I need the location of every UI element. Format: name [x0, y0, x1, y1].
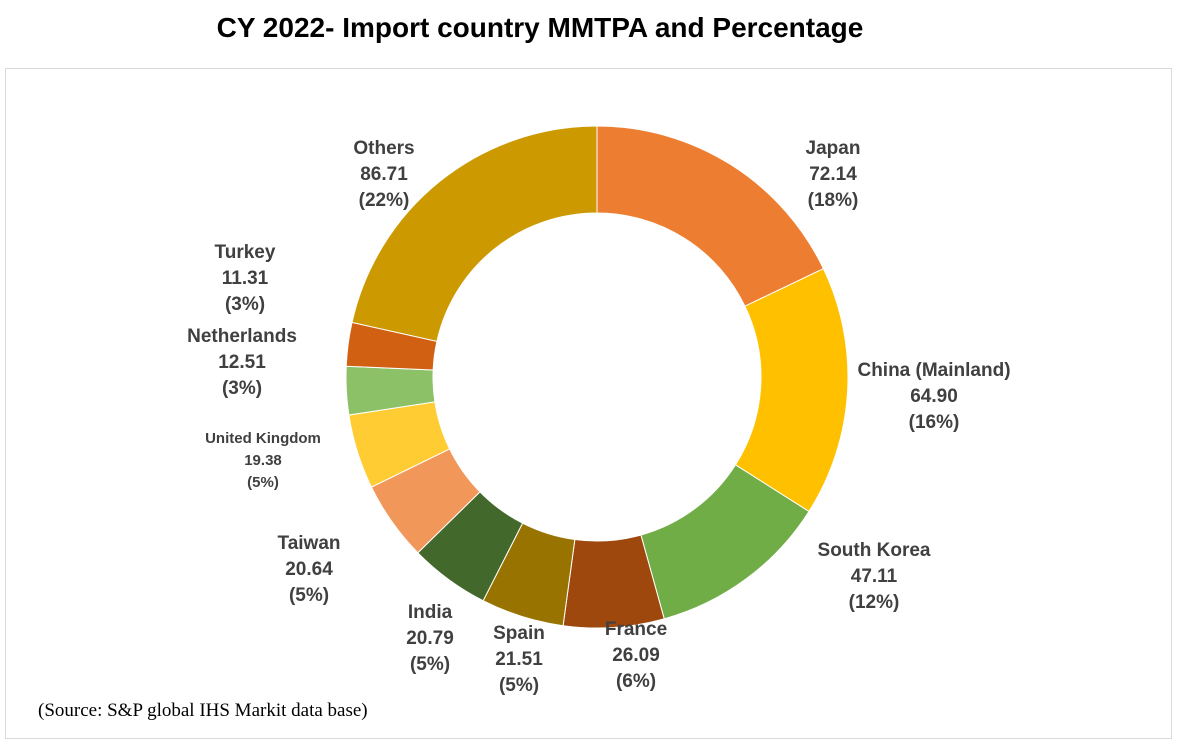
slice-japan [596, 125, 825, 307]
label-percent: (5%) [289, 585, 329, 606]
chart-title: CY 2022- Import country MMTPA and Percen… [216, 12, 864, 43]
label-name: Japan [806, 138, 861, 159]
label-percent: (5%) [410, 654, 450, 675]
label-value: 20.79 [406, 628, 454, 649]
label-name: Netherlands [187, 326, 297, 347]
slice-others [351, 125, 598, 342]
label-value: 11.31 [222, 268, 269, 289]
data-label-japan: Japan 72.14 (18%) [806, 138, 861, 211]
label-name: China (Mainland) [857, 360, 1010, 381]
label-name: France [605, 619, 667, 640]
label-value: 64.90 [910, 386, 958, 407]
label-percent: (5%) [247, 474, 279, 491]
label-value: 86.71 [360, 164, 408, 185]
data-labels: Japan 72.14 (18%) China (Mainland) 64.90 (16%… [187, 138, 1010, 696]
donut-chart: Japan 72.14 (18%) China (Mainland) 64.90 (16%… [187, 125, 1011, 696]
label-percent: (6%) [616, 671, 656, 692]
label-name: United Kingdom [205, 430, 321, 447]
label-value: 21.51 [495, 649, 543, 670]
label-percent: (18%) [808, 190, 859, 211]
label-percent: (22%) [359, 190, 410, 211]
data-label-france: France 26.09 (6%) [605, 619, 667, 692]
label-percent: (3%) [222, 378, 262, 399]
label-name: Taiwan [278, 533, 341, 554]
chart-area: Japan 72.14 (18%) China (Mainland) 64.90 (16%… [5, 68, 1172, 739]
data-label-united-kingdom: United Kingdom 19.38 (5%) [205, 430, 321, 491]
donut-slices [345, 125, 849, 629]
label-name: South Korea [818, 540, 931, 561]
data-label-india: India 20.79 (5%) [406, 602, 454, 675]
data-label-netherlands: Netherlands 12.51 (3%) [187, 326, 297, 399]
label-value: 12.51 [218, 352, 266, 373]
label-percent: (5%) [499, 675, 539, 696]
label-value: 19.38 [244, 452, 282, 469]
label-value: 72.14 [809, 164, 857, 185]
label-percent: (16%) [909, 412, 960, 433]
label-value: 47.11 [851, 566, 898, 587]
label-value: 26.09 [612, 645, 660, 666]
label-name: India [408, 602, 453, 623]
label-percent: (12%) [849, 592, 900, 613]
data-label-turkey: Turkey 11.31 (3%) [215, 242, 276, 315]
label-percent: (3%) [225, 294, 265, 315]
data-label-taiwan: Taiwan 20.64 (5%) [278, 533, 341, 606]
source-note: (Source: S&P global IHS Markit data base… [38, 700, 368, 721]
data-label-china-mainland: China (Mainland) 64.90 (16%) [857, 360, 1010, 433]
label-name: Spain [493, 623, 545, 644]
label-name: Turkey [215, 242, 276, 263]
data-label-others: Others 86.71 (22%) [353, 138, 414, 211]
label-name: Others [353, 138, 414, 159]
data-label-spain: Spain 21.51 (5%) [493, 623, 545, 696]
data-label-south-korea: South Korea 47.11 (12%) [818, 540, 931, 613]
label-value: 20.64 [285, 559, 333, 580]
